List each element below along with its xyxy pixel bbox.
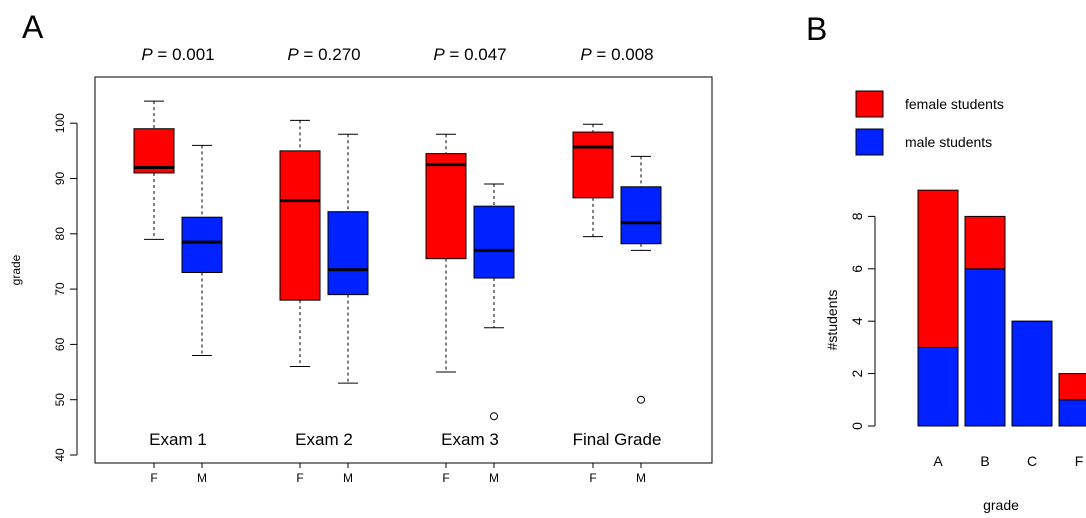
box-iqr (133, 128, 175, 174)
group-label: Exam 3 (441, 430, 499, 449)
p-symbol: P (580, 45, 592, 64)
boxplot: M (327, 133, 369, 485)
y-axis-label-b: #students (824, 290, 840, 351)
y-tick-label-b: 8 (849, 212, 865, 220)
x-tick-label-a: F (589, 471, 596, 485)
x-tick-label-a: F (296, 471, 303, 485)
bar-segment (1058, 373, 1086, 401)
x-tick-label-a: M (197, 471, 207, 485)
y-axis-b: 0 2 4 6 8 (849, 212, 876, 430)
p-value: = 0.270 (299, 45, 361, 64)
y-tick-label-a: 80 (53, 227, 67, 241)
p-value-label: P = 0.047 (433, 45, 506, 64)
boxplot: F (572, 123, 614, 485)
x-tick-label-a: F (150, 471, 157, 485)
x-tick-label-b: A (933, 453, 943, 469)
plot-frame-a (94, 76, 713, 464)
box-group: P = 0.047 Exam 3 F M (425, 45, 515, 485)
x-tick-label-a: M (343, 471, 353, 485)
box-iqr (572, 131, 614, 199)
y-tick-label-a: 100 (53, 113, 67, 133)
panel-b-letter: B (806, 11, 827, 47)
bar-segment (917, 189, 959, 348)
legend-item: male students (855, 128, 992, 156)
y-tick-label-b: 6 (849, 265, 865, 273)
legend: female students male students (855, 90, 1004, 156)
bar-stack: C (1011, 320, 1053, 469)
bar-segment (1058, 399, 1086, 427)
x-tick-label-b: F (1075, 453, 1084, 469)
p-value-label: P = 0.270 (287, 45, 360, 64)
y-tick-label-a: 90 (53, 172, 67, 186)
group-label: Exam 2 (295, 430, 353, 449)
bar-segment (1011, 320, 1053, 427)
y-tick-label-a: 50 (53, 393, 67, 407)
boxplot: M (181, 144, 223, 485)
group-label: Exam 1 (149, 430, 207, 449)
bar-stack: F (1058, 373, 1086, 469)
legend-item: female students (855, 90, 1004, 118)
outlier-point (490, 412, 498, 421)
box-iqr (327, 211, 369, 296)
p-value: = 0.008 (592, 45, 654, 64)
boxplot: F (425, 133, 467, 485)
y-tick-label-b: 4 (849, 317, 865, 325)
bar-stack: B (964, 215, 1006, 469)
boxplot: F (279, 119, 321, 485)
box-iqr (473, 205, 515, 279)
bar-segment (917, 346, 959, 427)
legend-label: male students (905, 134, 992, 150)
legend-swatch (855, 128, 884, 156)
y-tick-label-b: 2 (849, 369, 865, 377)
x-tick-label-a: F (442, 471, 449, 485)
box-group: P = 0.270 Exam 2 F M (279, 45, 369, 485)
boxplot: M (620, 155, 662, 485)
box-group: P = 0.008 Final Grade F M (572, 45, 662, 485)
y-tick-label-a: 40 (53, 448, 67, 462)
legend-label: female students (905, 96, 1004, 112)
bar-segment (964, 268, 1006, 427)
boxplot: F (133, 100, 175, 485)
box-iqr (181, 216, 223, 274)
x-tick-label-b: B (980, 453, 989, 469)
y-axis-label-a: grade (9, 254, 23, 285)
bar-stack: A (917, 189, 959, 469)
x-tick-label-b: C (1027, 453, 1037, 469)
group-label: Final Grade (573, 430, 662, 449)
p-value-label: P = 0.001 (141, 45, 214, 64)
p-symbol: P (141, 45, 153, 64)
y-tick-label-b: 0 (849, 422, 865, 430)
bar-segment (964, 215, 1006, 270)
panel-a-letter: A (22, 9, 44, 45)
box-iqr (279, 150, 321, 301)
panel-a: A grade 40 50 60 70 80 90 100 P = 0.001 Exam 1 F… (9, 9, 713, 485)
legend-swatch (855, 90, 884, 118)
x-tick-label-a: M (489, 471, 499, 485)
p-symbol: P (287, 45, 299, 64)
panel-b: B female students male students #students… (806, 11, 1086, 513)
p-value-label: P = 0.008 (580, 45, 653, 64)
y-tick-label-a: 60 (53, 337, 67, 351)
x-tick-label-a: M (636, 471, 646, 485)
box-iqr (425, 153, 467, 260)
boxplot: M (473, 183, 515, 485)
y-axis-a: 40 50 60 70 80 90 100 (53, 113, 78, 462)
p-value: = 0.001 (153, 45, 215, 64)
p-symbol: P (433, 45, 445, 64)
y-tick-label-a: 70 (53, 282, 67, 296)
box-group: P = 0.001 Exam 1 F M (133, 45, 223, 485)
x-axis-label-b: grade (983, 497, 1019, 513)
outlier-point (637, 395, 645, 404)
box-iqr (620, 186, 662, 245)
p-value: = 0.047 (445, 45, 507, 64)
